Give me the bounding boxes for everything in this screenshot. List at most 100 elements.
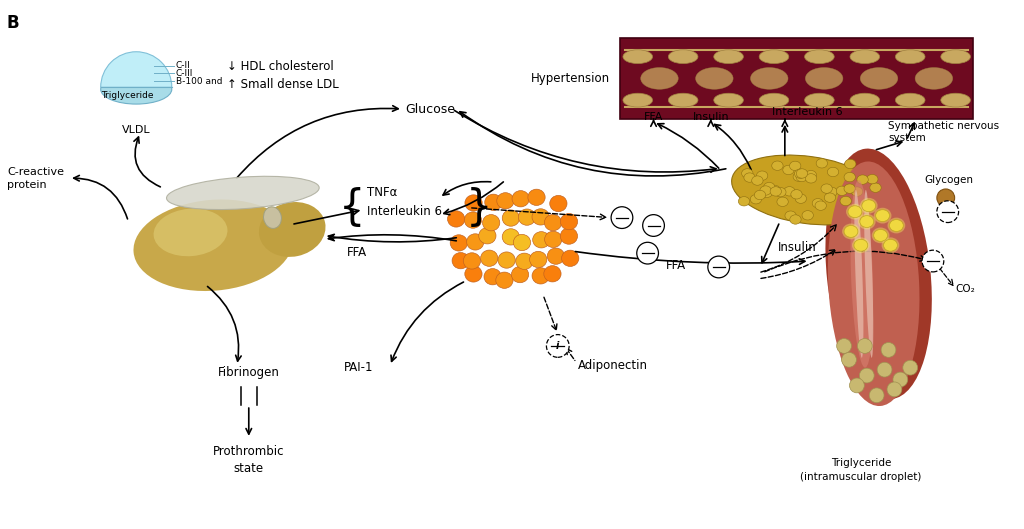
Circle shape xyxy=(878,362,892,377)
Ellipse shape xyxy=(857,175,868,184)
Text: TNFα
Interleukin 6: TNFα Interleukin 6 xyxy=(368,186,442,217)
Ellipse shape xyxy=(532,209,549,225)
Text: Fibrinogen: Fibrinogen xyxy=(218,366,280,379)
Ellipse shape xyxy=(827,167,839,177)
Circle shape xyxy=(869,388,884,403)
Text: Triglyceride: Triglyceride xyxy=(100,90,154,99)
Circle shape xyxy=(937,201,958,223)
Circle shape xyxy=(850,378,864,393)
Ellipse shape xyxy=(844,172,855,182)
Ellipse shape xyxy=(895,50,925,63)
Ellipse shape xyxy=(738,197,750,206)
Ellipse shape xyxy=(895,93,925,107)
Ellipse shape xyxy=(796,172,807,181)
Ellipse shape xyxy=(845,159,856,169)
Ellipse shape xyxy=(871,227,890,243)
Ellipse shape xyxy=(782,165,795,175)
Ellipse shape xyxy=(518,209,536,225)
Ellipse shape xyxy=(941,50,971,63)
Ellipse shape xyxy=(755,190,766,199)
Ellipse shape xyxy=(842,224,860,239)
Ellipse shape xyxy=(796,194,807,203)
Ellipse shape xyxy=(860,216,873,227)
Ellipse shape xyxy=(785,211,797,221)
Ellipse shape xyxy=(827,161,920,406)
Ellipse shape xyxy=(641,68,678,89)
Text: Glucose: Glucose xyxy=(404,103,455,115)
Ellipse shape xyxy=(463,253,480,269)
Ellipse shape xyxy=(752,176,763,185)
Ellipse shape xyxy=(484,269,502,285)
Ellipse shape xyxy=(802,211,813,220)
Ellipse shape xyxy=(751,195,762,204)
Text: FFA: FFA xyxy=(347,246,368,259)
Ellipse shape xyxy=(770,187,781,196)
Ellipse shape xyxy=(790,215,801,224)
Ellipse shape xyxy=(848,206,862,217)
Ellipse shape xyxy=(846,204,864,220)
Text: i: i xyxy=(556,341,559,351)
Ellipse shape xyxy=(547,248,564,264)
Ellipse shape xyxy=(797,169,808,178)
Ellipse shape xyxy=(805,93,835,107)
Ellipse shape xyxy=(512,190,529,207)
Ellipse shape xyxy=(844,184,855,193)
Ellipse shape xyxy=(858,214,876,230)
Ellipse shape xyxy=(890,220,903,231)
Circle shape xyxy=(903,360,918,375)
Circle shape xyxy=(643,215,665,236)
Ellipse shape xyxy=(759,50,788,63)
Ellipse shape xyxy=(821,184,833,193)
Circle shape xyxy=(708,256,729,278)
Ellipse shape xyxy=(451,235,467,251)
Circle shape xyxy=(881,342,896,357)
Ellipse shape xyxy=(731,155,884,225)
Ellipse shape xyxy=(502,210,519,226)
Ellipse shape xyxy=(851,180,873,368)
Text: CO₂: CO₂ xyxy=(955,284,976,294)
Ellipse shape xyxy=(852,238,869,253)
Text: Insulin: Insulin xyxy=(692,112,729,122)
Text: Hypertension: Hypertension xyxy=(531,72,610,85)
Ellipse shape xyxy=(263,207,282,229)
Text: }: } xyxy=(466,187,493,229)
Ellipse shape xyxy=(873,208,892,224)
Ellipse shape xyxy=(560,228,578,244)
Ellipse shape xyxy=(714,50,743,63)
Text: PAI-1: PAI-1 xyxy=(344,361,373,374)
Ellipse shape xyxy=(464,212,481,228)
Ellipse shape xyxy=(100,75,172,104)
Text: B: B xyxy=(7,14,19,32)
Ellipse shape xyxy=(777,197,788,206)
Ellipse shape xyxy=(757,171,768,180)
Circle shape xyxy=(857,339,872,353)
Ellipse shape xyxy=(915,68,952,89)
Ellipse shape xyxy=(447,211,465,227)
Ellipse shape xyxy=(545,231,562,248)
Text: FFA: FFA xyxy=(644,112,664,122)
Text: Triglyceride
(intramuscular droplet): Triglyceride (intramuscular droplet) xyxy=(800,459,922,482)
Ellipse shape xyxy=(791,189,802,199)
Text: FFA: FFA xyxy=(667,260,686,272)
Ellipse shape xyxy=(502,229,519,245)
Ellipse shape xyxy=(837,186,848,196)
Text: VLDL: VLDL xyxy=(122,125,151,135)
Ellipse shape xyxy=(816,159,827,168)
Text: Glycogen: Glycogen xyxy=(924,175,973,185)
Ellipse shape xyxy=(840,196,851,206)
Ellipse shape xyxy=(850,207,862,216)
Ellipse shape xyxy=(941,93,971,107)
Ellipse shape xyxy=(452,252,469,269)
Ellipse shape xyxy=(465,195,482,211)
Ellipse shape xyxy=(854,190,863,358)
Ellipse shape xyxy=(465,266,482,282)
Ellipse shape xyxy=(826,187,838,197)
Ellipse shape xyxy=(864,190,873,358)
Ellipse shape xyxy=(851,187,863,196)
Text: {: { xyxy=(339,187,366,229)
Ellipse shape xyxy=(669,93,698,107)
Circle shape xyxy=(547,335,569,357)
Ellipse shape xyxy=(764,183,775,192)
Ellipse shape xyxy=(532,268,549,284)
Ellipse shape xyxy=(133,199,293,291)
